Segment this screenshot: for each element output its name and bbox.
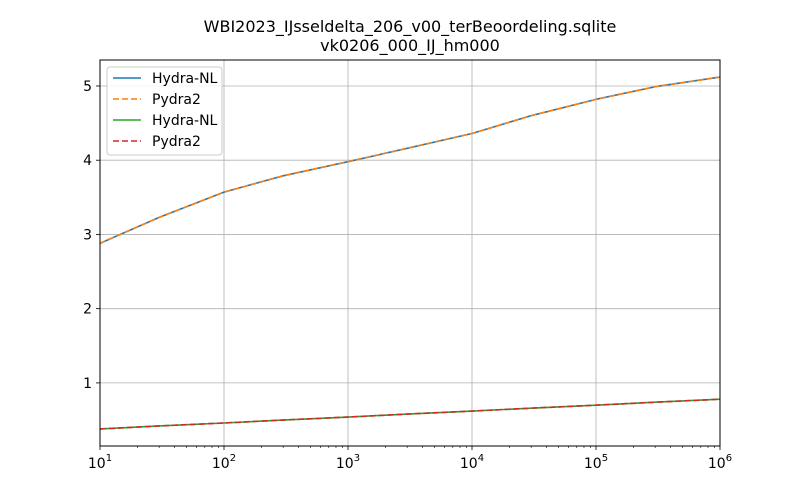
legend-label: Hydra-NL [152,71,218,87]
y-tick-label: 5 [83,79,92,95]
x-tick-label-base: 10 [336,456,354,472]
chart-title: WBI2023_IJsseldelta_206_v00_terBeoordeli… [204,17,617,37]
legend-label: Hydra-NL [152,113,218,129]
series-line-3 [99,398,721,430]
legend-box [106,66,223,156]
y-tick-label: 4 [83,153,92,169]
x-tick-label-exponent: 3 [354,453,360,464]
x-tick-label-exponent: 1 [106,453,112,464]
x-tick-label-base: 10 [460,456,478,472]
x-tick-label: 104 [460,453,484,472]
x-tick-label-exponent: 4 [478,453,484,464]
plot-lines [99,76,721,430]
x-tick-label: 102 [212,453,236,472]
series-line-1 [99,76,721,245]
x-tick-label: 106 [708,453,732,472]
legend: Hydra-NL Pydra2 Hydra-NL Pydra2 [106,66,223,156]
x-tick-label-base: 10 [584,456,602,472]
plot-area-frame [99,59,721,447]
legend-label: Pydra2 [152,134,201,150]
chart-subtitle: vk0206_000_IJ_hm000 [320,36,500,56]
x-tick-label-base: 10 [212,456,230,472]
y-tick-label: 2 [83,302,92,318]
y-tick-label: 3 [83,227,92,243]
y-tick-label: 1 [83,376,92,392]
x-tick-label-exponent: 6 [726,453,732,464]
x-tick-label: 103 [336,453,360,472]
x-tick-label-base: 10 [708,456,726,472]
legend-label: Pydra2 [152,92,201,108]
x-tick-label-exponent: 5 [602,453,608,464]
x-tick-label: 105 [584,453,608,472]
x-tick-label: 101 [88,453,112,472]
x-tick-label-exponent: 2 [230,453,236,464]
x-tick-label-base: 10 [88,456,106,472]
